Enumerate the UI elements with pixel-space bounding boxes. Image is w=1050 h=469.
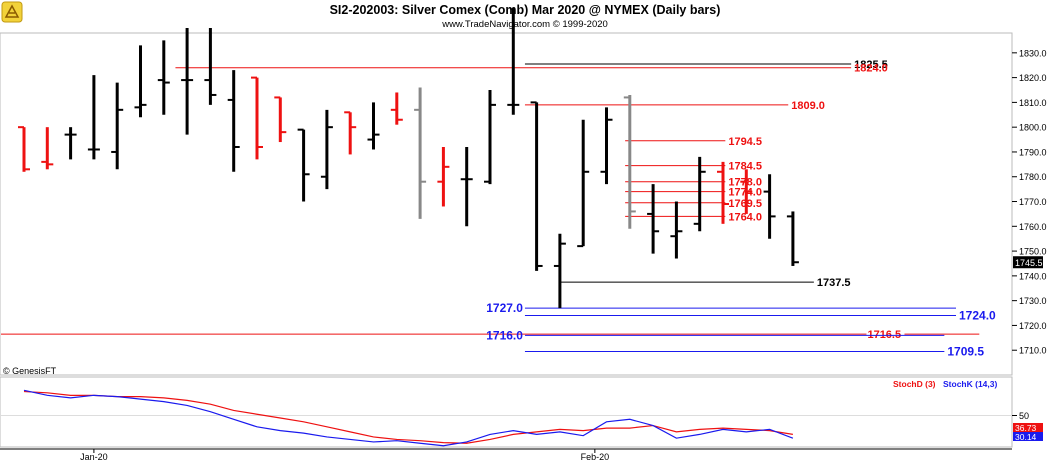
- level-label: 1724.0: [959, 309, 996, 323]
- x-tick-label: Jan-20: [80, 452, 108, 462]
- value-tag-k-label: 30.14: [1015, 432, 1037, 442]
- legend-stochk: StochK (14,3): [943, 379, 997, 389]
- level-label: 1737.5: [817, 277, 851, 289]
- indicator-plot-frame: [0, 376, 1013, 448]
- ohlc-bar: [320, 109, 333, 190]
- level-label: 1825.5: [854, 59, 888, 71]
- ohlc-bar: [763, 174, 776, 239]
- level-label: 1716.0: [486, 328, 523, 342]
- ohlc-bar: [390, 92, 403, 125]
- ohlc-bar: [530, 101, 543, 271]
- y-tick-label: 1810.0: [1019, 98, 1047, 108]
- indicator-tick-label: 50: [1019, 411, 1029, 421]
- level-label: 1809.0: [791, 100, 825, 112]
- y-tick-label: 1800.0: [1019, 123, 1047, 133]
- last-price-box: [1013, 256, 1043, 269]
- ohlc-bar: [367, 102, 380, 150]
- y-tick-label: 1710.0: [1019, 346, 1047, 356]
- ohlc-bar: [297, 128, 310, 202]
- ohlc-bar: [204, 28, 217, 105]
- chart-subtitle: www.TradeNavigator.com © 1999-2020: [441, 19, 608, 30]
- x-tick-label: Feb-20: [581, 452, 610, 462]
- y-tick-label: 1790.0: [1019, 147, 1047, 157]
- price-plot-frame: [0, 32, 1013, 376]
- ohlc-bar: [181, 28, 194, 135]
- credit-label: © GenesisFT: [3, 366, 57, 376]
- ohlc-bar: [274, 96, 287, 143]
- ohlc-bar: [414, 87, 427, 219]
- y-tick-label: 1820.0: [1019, 73, 1047, 83]
- ohlc-bar: [577, 119, 590, 248]
- ohlc-bar: [460, 147, 473, 227]
- ohlc-bar: [111, 82, 124, 170]
- level-label: 1709.5: [947, 344, 984, 358]
- y-tick-label: 1740.0: [1019, 271, 1047, 281]
- level-label: 1764.0: [728, 211, 762, 223]
- legend-stochd: StochD (3): [893, 379, 936, 389]
- ohlc-bar: [41, 127, 54, 170]
- indicator-series-line: [23, 390, 793, 444]
- ohlc-bar: [740, 169, 753, 214]
- ohlc-bar: [693, 156, 706, 232]
- value-tag-k: [1013, 432, 1043, 441]
- ohlc-bar: [717, 161, 729, 224]
- logo-icon: [1, 1, 23, 23]
- ohlc-bar: [134, 45, 147, 118]
- chart-title: SI2-202003: Silver Comex (Comb) Mar 2020…: [330, 3, 721, 17]
- ohlc-bar: [670, 201, 683, 259]
- value-tag-d-label: 36.73: [1015, 423, 1037, 433]
- ohlc-bar: [344, 111, 357, 155]
- ohlc-bar: [553, 233, 566, 309]
- indicator-series-line: [23, 389, 794, 447]
- ohlc-bar: [623, 94, 636, 229]
- ohlc-bar: [64, 127, 77, 160]
- level-label: 1824.0: [854, 63, 888, 75]
- y-tick-label: 1780.0: [1019, 172, 1047, 182]
- level-label: 1794.5: [728, 136, 762, 148]
- ohlc-bar: [600, 107, 613, 185]
- ohlc-bar: [157, 40, 170, 115]
- ohlc-bar: [18, 126, 30, 172]
- level-label-bg: [866, 328, 905, 341]
- ohlc-bar: [507, 8, 520, 115]
- y-tick-label: 1720.0: [1019, 321, 1047, 331]
- level-label: 1727.0: [486, 301, 523, 315]
- time-x-axis: Jan-20 Feb-20: [0, 448, 1012, 462]
- y-tick-label: 1830.0: [1019, 48, 1047, 58]
- last-price-label: 1745.5: [1015, 258, 1043, 268]
- ohlc-bar: [227, 70, 240, 172]
- price-y-axis: 1830.0 1820.0 1810.0 1800.0 1790.0 1780.0 1770…: [1012, 48, 1047, 356]
- y-tick-label: 1760.0: [1019, 222, 1047, 232]
- ohlc-bar: [647, 184, 660, 254]
- y-tick-label: 1750.0: [1019, 247, 1047, 257]
- price-bars: [18, 8, 799, 309]
- level-label: 1784.5: [728, 161, 762, 173]
- ohlc-bar: [251, 76, 263, 160]
- ohlc-bar: [484, 90, 496, 185]
- ohlc-bar: [786, 211, 799, 266]
- ohlc-bar: [87, 75, 100, 160]
- y-tick-label: 1730.0: [1019, 296, 1047, 306]
- value-tag-d: [1013, 423, 1043, 432]
- ohlc-bar: [437, 147, 450, 207]
- y-tick-label: 1770.0: [1019, 197, 1047, 207]
